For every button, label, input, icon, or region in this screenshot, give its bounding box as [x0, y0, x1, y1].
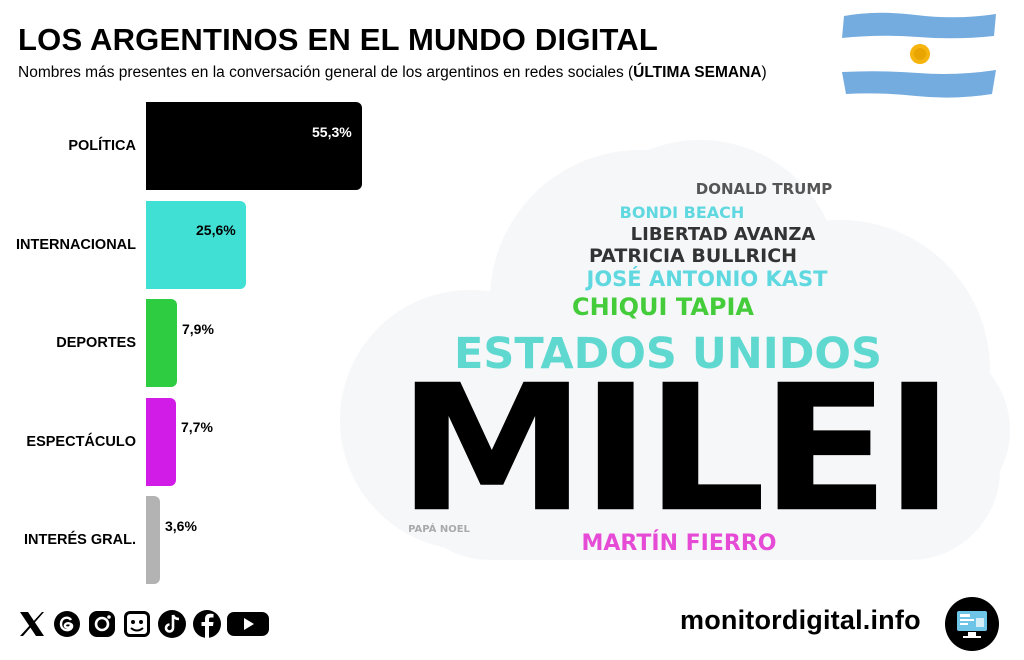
bar-value-deportes: 7,9%: [182, 320, 214, 337]
bar-internacional: [146, 200, 246, 289]
page-subtitle: Nombres más presentes en la conversación…: [18, 64, 767, 82]
bar-row-internacional: INTERNACIONAL 25,6%: [0, 200, 380, 289]
x-icon[interactable]: [16, 608, 48, 640]
word-bondi-beach: BONDI BEACH: [619, 203, 745, 222]
tiktok-icon[interactable]: [156, 608, 188, 640]
word-libertad-avanza: LIBERTAD AVANZA: [630, 224, 816, 245]
youtube-icon[interactable]: [226, 608, 270, 640]
word-chiqui-tapia: CHIQUI TAPIA: [572, 293, 754, 321]
bar-interes-gral: [146, 496, 160, 584]
subtitle-close: ): [761, 64, 767, 81]
bar-chart: POLÍTICA 55,3% INTERNACIONAL 25,6% DEPORTES 7…: [0, 98, 380, 588]
social-icons: [16, 608, 270, 640]
footer-brand[interactable]: monitordigital.info: [680, 605, 921, 635]
bar-row-deportes: DEPORTES 7,9%: [0, 299, 380, 387]
word-donald-trump: DONALD TRUMP: [695, 180, 833, 198]
bar-label-politica: POLÍTICA: [68, 138, 136, 154]
threads-icon[interactable]: [51, 608, 83, 640]
cloud-shape: [340, 140, 1010, 560]
subtitle-emphasis: ÚLTIMA SEMANA: [633, 64, 762, 81]
bar-deportes: [146, 299, 177, 387]
bar-value-internacional: 25,6%: [196, 222, 236, 239]
bar-label-deportes: DEPORTES: [56, 335, 136, 351]
bar-row-interes-gral: INTERÉS GRAL. 3,6%: [0, 496, 380, 584]
page-title: LOS ARGENTINOS EN EL MUNDO DIGITAL: [18, 22, 659, 57]
subtitle-text: Nombres más presentes en la conversación…: [18, 64, 634, 81]
word-estados-unidos: ESTADOS UNIDOS: [454, 329, 882, 379]
meme-icon[interactable]: [121, 608, 153, 640]
bar-espectaculo: [146, 397, 176, 486]
bar-value-espectaculo: 7,7%: [181, 419, 213, 436]
monitor-icon: [945, 597, 999, 651]
word-papa-noel: PAPÁ NOEL: [408, 524, 470, 535]
bar-label-espectaculo: ESPECTÁCULO: [26, 433, 136, 450]
bar-value-interes-gral: 3,6%: [165, 517, 197, 534]
bar-label-interes-gral: INTERÉS GRAL.: [24, 532, 136, 548]
instagram-icon[interactable]: [86, 608, 118, 640]
bar-label-internacional: INTERNACIONAL: [15, 236, 136, 253]
bar-row-politica: POLÍTICA 55,3%: [0, 102, 380, 190]
word-jose-antonio-kast: JOSÉ ANTONIO KAST: [586, 267, 828, 291]
bar-politica: [146, 102, 362, 190]
word-martin-fierro: MARTÍN FIERRO: [581, 531, 777, 556]
bar-value-politica: 55,3%: [312, 123, 352, 140]
word-milei: MILEI: [397, 347, 954, 551]
facebook-icon[interactable]: [191, 608, 223, 640]
word-patricia-bullrich: PATRICIA BULLRICH: [588, 245, 798, 267]
argentina-flag-icon: [842, 12, 996, 98]
bar-row-espectaculo: ESPECTÁCULO 7,7%: [0, 397, 380, 486]
